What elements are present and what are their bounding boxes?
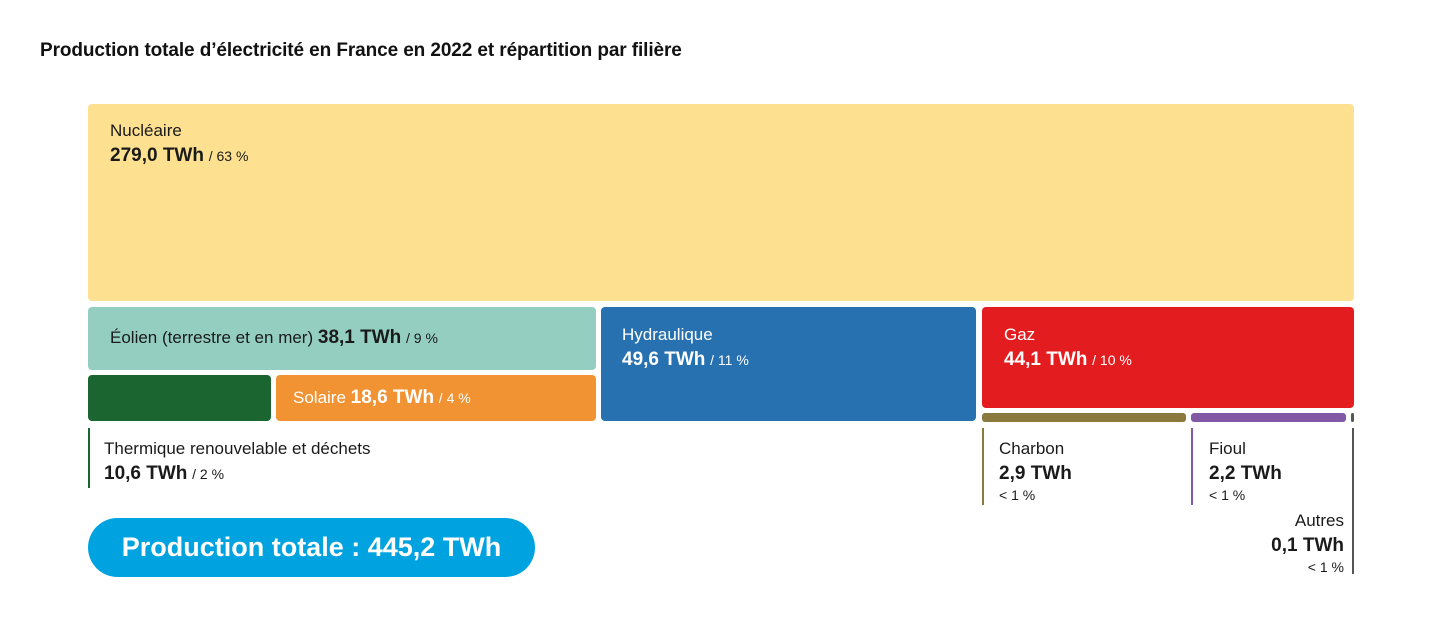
value-solaire: 18,6 TWh xyxy=(350,387,435,408)
share-thermique: / 2 % xyxy=(192,466,225,482)
value-gaz: 44,1 TWh xyxy=(1004,349,1088,370)
tile-fioul xyxy=(1191,413,1346,422)
label-fioul-name-row: Fioul xyxy=(1209,438,1282,460)
share-eolien: / 9 % xyxy=(406,330,438,346)
name-nucleaire: Nucléaire xyxy=(110,121,182,140)
name-autres: Autres xyxy=(1294,511,1344,530)
name-eolien: Éolien (terrestre et en mer) xyxy=(110,328,314,347)
label-charbon-share-row: < 1 % xyxy=(999,484,1072,506)
name-charbon: Charbon xyxy=(999,439,1065,458)
share-fioul: < 1 % xyxy=(1209,487,1246,503)
tile-gaz xyxy=(982,307,1354,408)
tile-solaire xyxy=(276,375,596,421)
stem-charbon xyxy=(982,428,984,505)
name-hydraulique: Hydraulique xyxy=(622,325,713,344)
label-autres-value-row: 0,1 TWh xyxy=(1271,535,1344,557)
label-thermique-name-row: Thermique renouvelable et déchets xyxy=(104,438,371,460)
label-hydraulique: Hydraulique 49,6 TWh / 11 % xyxy=(622,324,749,371)
label-charbon-value-row: 2,9 TWh xyxy=(999,463,1072,485)
label-autres: Autres 0,1 TWh < 1 % xyxy=(1271,510,1344,578)
label-nucleaire-name-row: Nucléaire xyxy=(110,120,248,142)
name-solaire: Solaire xyxy=(293,388,346,407)
label-thermique-value-row: 10,6 TWh / 2 % xyxy=(104,463,371,485)
name-thermique: Thermique renouvelable et déchets xyxy=(104,439,371,458)
share-gaz: / 10 % xyxy=(1092,352,1132,368)
label-charbon-name-row: Charbon xyxy=(999,438,1072,460)
value-fioul: 2,2 TWh xyxy=(1209,463,1282,484)
name-gaz: Gaz xyxy=(1004,325,1036,344)
tile-nucleaire xyxy=(88,104,1354,301)
label-hydraulique-value-row: 49,6 TWh / 11 % xyxy=(622,349,749,371)
tile-eolien xyxy=(88,307,596,370)
label-fioul-value-row: 2,2 TWh xyxy=(1209,463,1282,485)
label-fioul-share-row: < 1 % xyxy=(1209,484,1282,506)
name-fioul: Fioul xyxy=(1209,439,1246,458)
share-nucleaire: / 63 % xyxy=(208,148,249,164)
stem-thermique xyxy=(88,428,90,488)
label-nucleaire-value-row: 279,0 TWh / 63 % xyxy=(110,145,248,167)
share-solaire: / 4 % xyxy=(438,390,471,406)
stem-autres xyxy=(1352,428,1354,574)
value-thermique: 10,6 TWh xyxy=(104,463,188,484)
tile-thermique xyxy=(88,375,271,421)
label-fioul: Fioul 2,2 TWh < 1 % xyxy=(1209,438,1282,506)
label-gaz-value-row: 44,1 TWh / 10 % xyxy=(1004,349,1132,371)
value-nucleaire: 279,0 TWh xyxy=(110,145,204,166)
total-label: Production totale : xyxy=(121,532,361,562)
label-autres-name-row: Autres xyxy=(1271,510,1344,532)
value-charbon: 2,9 TWh xyxy=(999,463,1072,484)
label-thermique: Thermique renouvelable et déchets 10,6 TW… xyxy=(104,438,371,485)
label-charbon: Charbon 2,9 TWh < 1 % xyxy=(999,438,1072,506)
share-charbon: < 1 % xyxy=(999,487,1036,503)
label-eolien: Éolien (terrestre et en mer) 38,1 TWh / … xyxy=(110,327,438,349)
value-eolien: 38,1 TWh xyxy=(317,327,402,348)
label-solaire: Solaire 18,6 TWh / 4 % xyxy=(293,387,471,409)
value-hydraulique: 49,6 TWh xyxy=(622,349,706,370)
label-gaz-name-row: Gaz xyxy=(1004,324,1132,346)
total-value: 445,2 TWh xyxy=(367,532,502,562)
share-hydraulique: / 11 % xyxy=(710,352,749,368)
value-autres: 0,1 TWh xyxy=(1271,535,1344,556)
chart-title: Production totale d’électricité en Franc… xyxy=(40,40,682,61)
tile-autres xyxy=(1351,413,1354,422)
tile-charbon xyxy=(982,413,1186,422)
label-hydraulique-name-row: Hydraulique xyxy=(622,324,749,346)
label-gaz: Gaz 44,1 TWh / 10 % xyxy=(1004,324,1132,371)
stem-fioul xyxy=(1191,428,1193,505)
label-autres-share-row: < 1 % xyxy=(1271,556,1344,578)
share-autres: < 1 % xyxy=(1307,559,1344,575)
tile-hydraulique xyxy=(601,307,976,421)
label-nucleaire: Nucléaire 279,0 TWh / 63 % xyxy=(110,120,248,167)
total-production-badge: Production totale : 445,2 TWh xyxy=(88,518,535,577)
